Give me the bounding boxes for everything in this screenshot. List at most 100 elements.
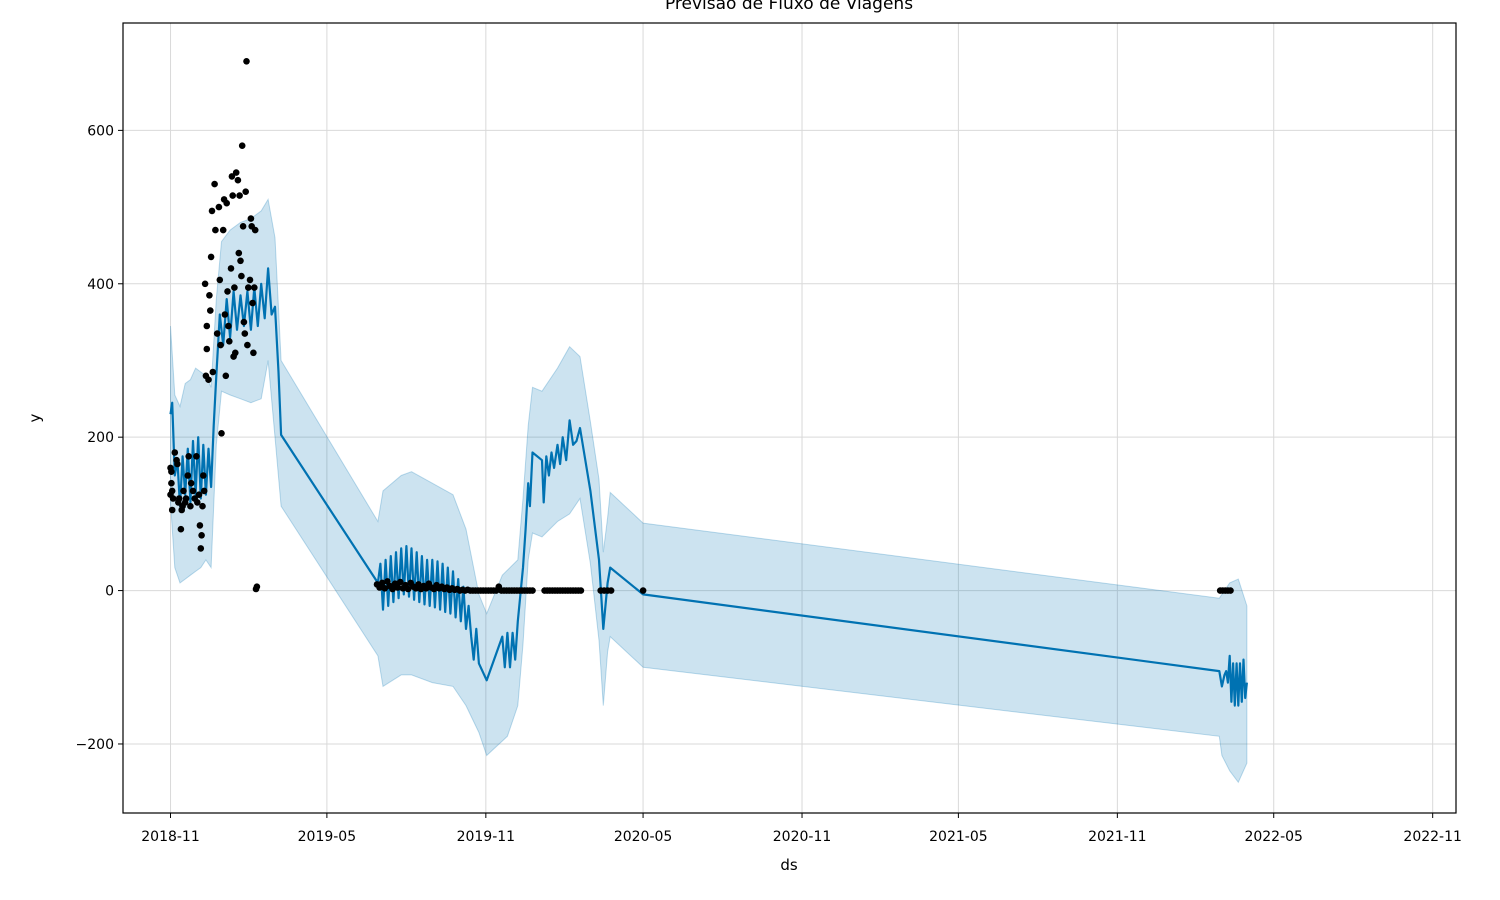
observation-point <box>242 188 249 195</box>
x-tick-label: 2019-05 <box>298 829 357 845</box>
plot-frame <box>122 22 1457 814</box>
observation-point <box>171 449 179 456</box>
y-axis-label: y <box>26 413 44 422</box>
observation-point <box>175 495 183 502</box>
observation-point <box>397 578 404 586</box>
observation-point <box>189 487 197 495</box>
x-tick-label: 2021-05 <box>929 829 988 845</box>
observation-point <box>185 453 192 460</box>
observation-point <box>203 322 211 330</box>
observation-point <box>243 58 250 65</box>
x-tick-label: 2020-11 <box>773 829 832 845</box>
observation-point <box>217 341 224 349</box>
observation-point <box>229 192 236 199</box>
observation-point <box>168 468 175 476</box>
observation-point <box>203 345 211 353</box>
observation-point <box>639 587 647 594</box>
observation-point <box>239 223 247 230</box>
interval-band <box>170 198 1248 784</box>
x-tick-label: 2019-11 <box>457 829 516 845</box>
observation-point <box>177 525 185 533</box>
y-tick-label: 200 <box>87 430 114 446</box>
observation-point <box>194 499 201 506</box>
x-axis-label: ds <box>780 856 798 874</box>
observation-point <box>232 169 240 176</box>
observation-point <box>209 368 217 376</box>
y-tick-label: 600 <box>87 123 114 139</box>
observation-point <box>184 472 192 479</box>
observation-point <box>222 372 230 380</box>
observation-point <box>201 280 209 288</box>
x-tick-label: 2021-11 <box>1088 829 1147 845</box>
observation-point <box>245 284 252 291</box>
observation-point <box>221 311 229 318</box>
observation-points <box>167 58 1234 594</box>
observation-point <box>236 192 243 199</box>
observation-point <box>196 522 204 529</box>
observation-point <box>224 288 231 295</box>
observation-point <box>180 487 187 495</box>
observation-point <box>193 453 200 460</box>
x-tick-label: 2018-11 <box>141 829 200 845</box>
observation-point <box>200 472 207 479</box>
observation-point <box>211 180 218 188</box>
observation-point <box>174 460 181 468</box>
observation-point <box>237 257 244 265</box>
observation-point <box>206 292 213 299</box>
observation-point <box>249 299 256 307</box>
observation-point <box>1227 587 1234 594</box>
observation-point <box>246 276 254 284</box>
observation-point <box>223 199 230 207</box>
observation-point <box>234 176 242 184</box>
observation-point <box>404 585 412 593</box>
observation-point <box>213 330 221 337</box>
observation-point <box>216 276 224 284</box>
observation-point <box>199 502 206 510</box>
observation-point <box>607 587 615 594</box>
observation-point <box>250 349 257 357</box>
observation-point <box>212 226 219 234</box>
forecast-line <box>169 267 1248 707</box>
observation-point <box>529 587 536 594</box>
observation-point <box>215 203 223 211</box>
observation-point <box>253 583 261 590</box>
observation-point <box>168 487 176 495</box>
observation-point <box>205 376 212 384</box>
observation-point <box>200 487 208 495</box>
observation-point <box>219 226 227 234</box>
observation-point <box>577 587 585 594</box>
x-tick-label: 2022-11 <box>1403 829 1462 845</box>
uncertainty-interval <box>170 198 1248 784</box>
observation-point <box>195 491 203 499</box>
axis-ticks: 2018-11 2019-05 2019-11 2020-05 2020-11 2021-… <box>76 123 1462 845</box>
y-tick-label: 400 <box>87 277 114 293</box>
forecast-series <box>169 267 1248 707</box>
observation-point <box>232 349 239 357</box>
observation-point <box>168 479 175 487</box>
observation-point <box>244 341 251 349</box>
observation-point <box>182 495 190 502</box>
observation-point <box>225 322 232 330</box>
x-tick-label: 2020-05 <box>614 829 673 845</box>
observation-point <box>197 545 205 552</box>
observation-point <box>381 585 389 592</box>
observation-point <box>251 284 258 291</box>
observation-point <box>238 142 246 149</box>
observation-point <box>187 502 194 510</box>
observation-point <box>198 532 205 539</box>
observation-point <box>228 173 236 180</box>
y-tick-label: −200 <box>76 737 114 753</box>
observation-point <box>168 506 176 514</box>
observation-point <box>240 318 248 326</box>
grid <box>123 23 1456 813</box>
observation-point <box>169 495 177 502</box>
chart-title: Previsão de Fluxo de Viagens <box>665 0 913 14</box>
x-tick-label: 2022-05 <box>1244 829 1303 845</box>
observation-point <box>389 585 396 593</box>
observation-point <box>218 430 225 437</box>
observation-point <box>241 330 249 337</box>
observation-point <box>227 265 235 272</box>
observation-point <box>238 272 245 280</box>
observation-point <box>226 338 233 345</box>
